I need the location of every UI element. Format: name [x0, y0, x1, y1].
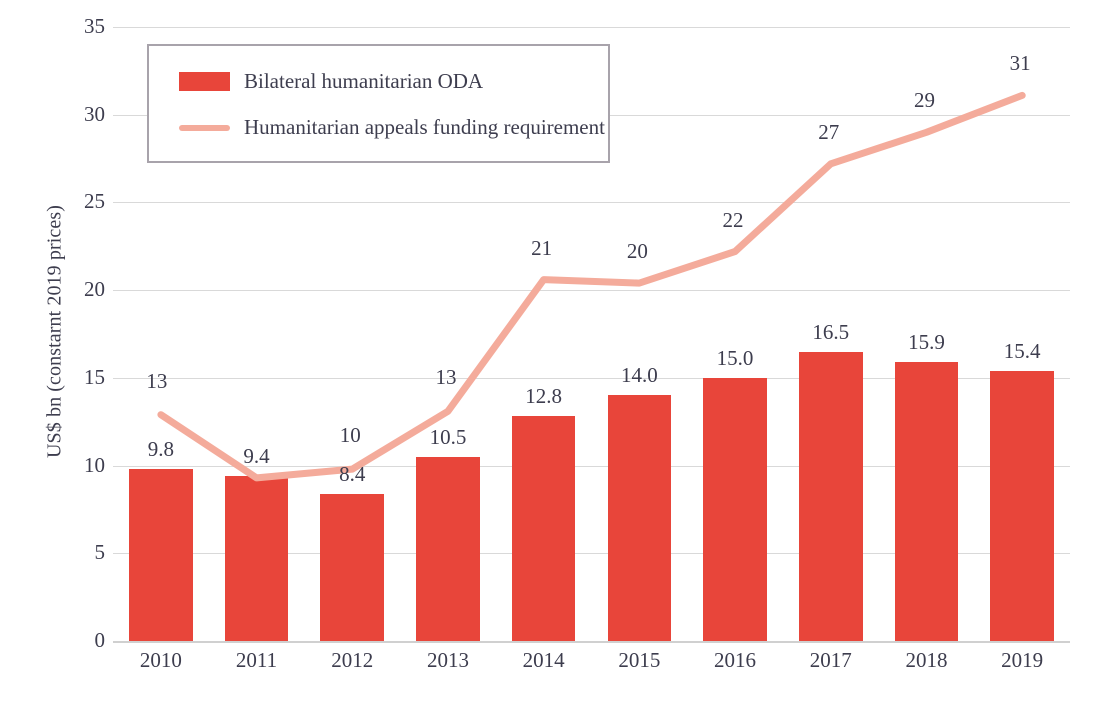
legend-line-swatch-icon	[179, 124, 230, 131]
bar	[511, 416, 576, 641]
line-series-path	[157, 91, 1026, 482]
line-value-label: 22	[722, 207, 744, 232]
y-axis-tick-labels: 0 5 10 15 20 25 30 35	[60, 0, 105, 708]
legend-item-bilateral-humanitarian-oda: Bilateral humanitarian ODA	[179, 71, 483, 92]
bar-value-label: 8.4	[339, 461, 366, 486]
x-axis-tick-label: 2017	[809, 648, 852, 672]
bar-value-label: 10.5	[429, 424, 467, 449]
bar-value-label: 15.4	[1003, 338, 1041, 363]
y-axis-tick-label: 35	[84, 14, 105, 38]
bar	[607, 395, 672, 641]
bar	[798, 351, 863, 641]
legend-item-label: Bilateral humanitarian ODA	[244, 69, 484, 93]
bar	[416, 456, 480, 641]
bar	[894, 362, 959, 641]
y-axis-tick-label: 25	[84, 189, 105, 214]
gridline	[113, 377, 1070, 379]
x-axis-tick-label: 2013	[426, 648, 469, 672]
legend-item-label: Humanitarian appeals funding requirement	[244, 115, 605, 139]
y-axis-tick-label: 5	[94, 540, 106, 565]
bar-value-label: 9.4	[243, 444, 270, 469]
bar-value-label: 12.8	[525, 384, 563, 409]
x-axis-tick-label: 2012	[331, 648, 374, 672]
y-axis-tick-label: 15	[84, 364, 105, 389]
x-axis-tick-label: 2010	[139, 648, 182, 672]
legend-item-humanitarian-appeals-funding-requirement: Humanitarian appeals funding requirement	[179, 117, 605, 138]
x-axis-tick-label: 2018	[905, 648, 948, 672]
x-axis-tick-label: 2015	[618, 648, 661, 672]
line-value-label: 31	[1009, 51, 1031, 76]
line-series	[157, 91, 1026, 482]
line-value-label: 20	[626, 239, 648, 264]
gridline	[113, 202, 1070, 204]
gridline	[113, 553, 1070, 555]
bar-value-label: 15.9	[908, 330, 945, 355]
bar-value-label: 14.0	[620, 363, 658, 388]
bar-value-label: 15.0	[716, 345, 754, 370]
legend-bar-swatch-icon	[179, 72, 230, 91]
y-axis-tick-label: 20	[84, 277, 105, 302]
gridline	[113, 641, 1070, 643]
bar	[703, 377, 767, 641]
x-axis-tick-label: 2019	[1001, 648, 1044, 672]
bar	[224, 476, 289, 641]
plot-area: 9.8 9.4 8.4 10.5 12.8 14.0 15.0 16.5 15.9 15.4 13…	[113, 27, 1070, 643]
gridline	[113, 27, 1070, 28]
line-value-label: 13	[435, 365, 457, 390]
x-axis-tick-labels: 2010 2011 2012 2013 2014 2015 2016 2017 2018 2019	[113, 650, 1070, 690]
gridline	[113, 465, 1070, 467]
bar	[129, 469, 193, 641]
x-axis-tick-label: 2016	[714, 648, 757, 672]
line-value-label: 27	[818, 119, 840, 144]
line-value-label: 10	[339, 423, 361, 448]
bar	[990, 370, 1054, 641]
y-axis-tick-label: 10	[84, 452, 105, 477]
bar	[320, 493, 385, 641]
y-axis-tick-label: 0	[94, 628, 106, 652]
line-value-label: 13	[146, 368, 168, 393]
line-value-label: 29	[913, 88, 935, 113]
x-axis-tick-label: 2014	[522, 648, 565, 672]
gridline	[113, 290, 1070, 292]
bar-value-label: 16.5	[812, 319, 850, 344]
line-value-label: 21	[531, 235, 553, 260]
chart-legend: Bilateral humanitarian ODA Humanitarian …	[147, 44, 610, 163]
y-axis-tick-label: 30	[84, 101, 105, 126]
x-axis-tick-label: 2011	[235, 648, 278, 672]
bar-value-label: 9.8	[147, 437, 174, 462]
